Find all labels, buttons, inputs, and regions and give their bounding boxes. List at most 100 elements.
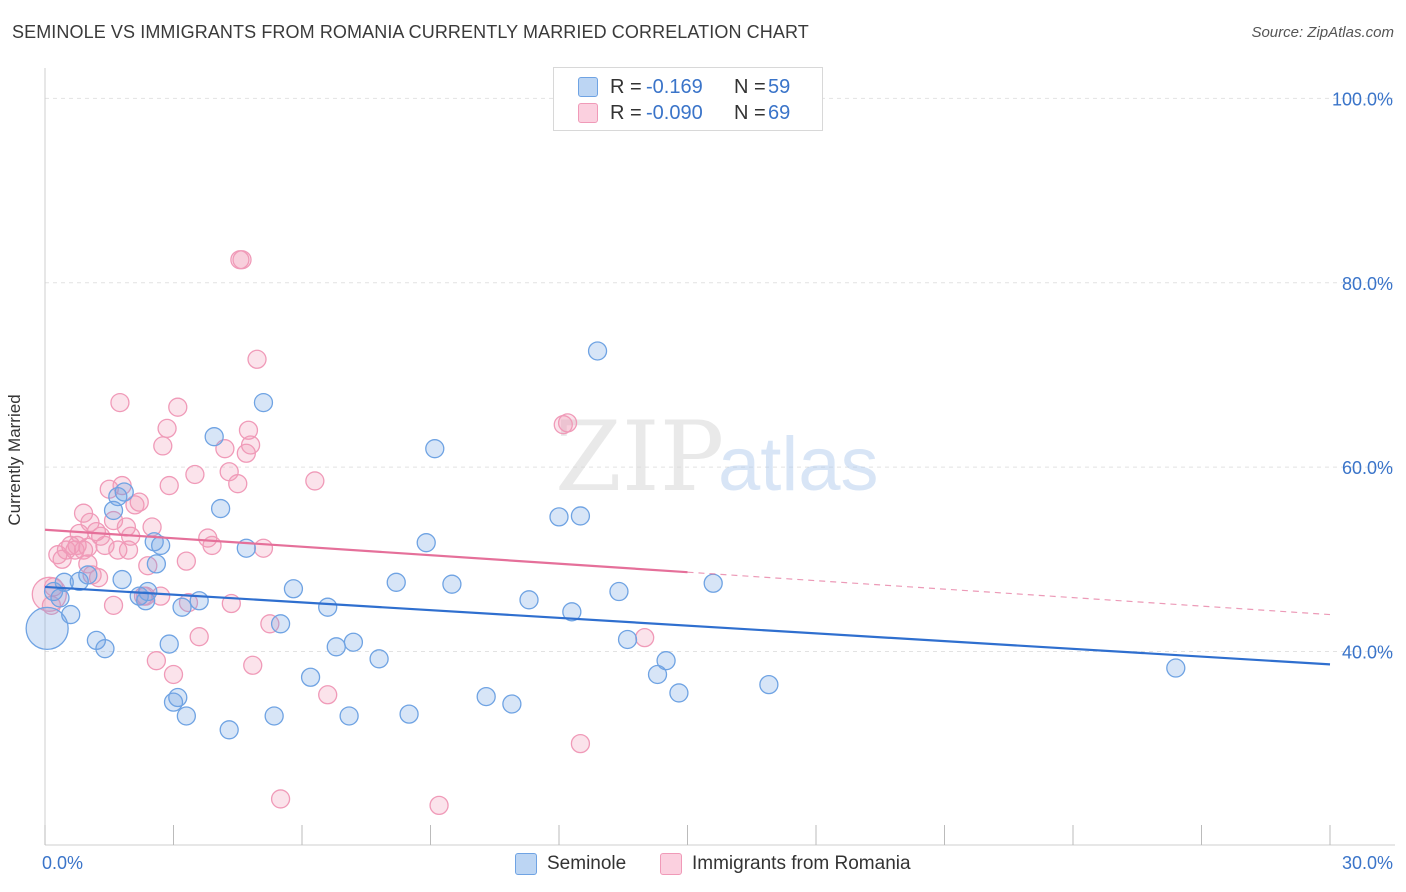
- seminole-point: [425, 439, 445, 459]
- y-tick-label: 100.0%: [1332, 89, 1393, 109]
- romania-point: [570, 733, 591, 754]
- seminole-point: [270, 614, 291, 634]
- seminole-point: [138, 581, 158, 602]
- romania-point: [228, 474, 248, 494]
- romania-point: [78, 537, 98, 557]
- romania-point: [240, 435, 261, 455]
- romania-point: [110, 392, 130, 413]
- romania-point: [176, 551, 197, 571]
- seminole-point: [386, 572, 406, 592]
- seminole-point: [159, 634, 179, 654]
- seminole-point: [339, 706, 359, 726]
- romania-point: [146, 651, 167, 671]
- romania-point: [429, 795, 449, 816]
- seminole-point: [176, 706, 197, 726]
- romania-r-value: -0.090: [646, 101, 703, 124]
- y-tick-label: 60.0%: [1342, 458, 1393, 478]
- romania-point: [168, 397, 188, 417]
- watermark: ZIP atlas: [555, 401, 879, 513]
- romania-point: [91, 526, 111, 546]
- romania-point: [159, 475, 179, 496]
- seminole-point: [114, 482, 134, 502]
- romania-point: [108, 540, 128, 560]
- romania-point: [318, 685, 338, 705]
- seminole-point: [219, 720, 239, 740]
- seminole-point: [25, 606, 69, 651]
- romania-point: [153, 436, 173, 456]
- romania-point: [305, 471, 325, 491]
- seminole-point: [399, 704, 419, 724]
- seminole-point: [570, 506, 591, 526]
- romania-n-value: 69: [768, 101, 791, 124]
- seminole-point: [150, 535, 171, 556]
- romania-point: [185, 464, 205, 485]
- romania-trend-line-dashed: [687, 571, 1331, 616]
- seminole-point: [343, 632, 364, 652]
- source-label: Source: ZipAtlas.com: [1251, 24, 1394, 41]
- bottom-legend-romania: Immigrants from Romania: [660, 852, 911, 876]
- seminole-point: [95, 639, 115, 659]
- seminole-legend-swatch: [515, 853, 537, 875]
- watermark-atlas: atlas: [718, 422, 879, 507]
- seminole-point: [253, 392, 274, 413]
- seminole-point: [549, 507, 569, 527]
- seminole-point: [1166, 658, 1186, 678]
- trend-lines: [44, 528, 1331, 666]
- romania-point: [215, 439, 235, 459]
- romania-point: [163, 664, 184, 685]
- romania-trend-line: [44, 528, 688, 574]
- seminole-point: [502, 694, 522, 714]
- seminole-point: [210, 498, 231, 519]
- seminole-point: [326, 637, 346, 657]
- seminole-point: [759, 674, 779, 695]
- seminole-point: [112, 569, 132, 590]
- seminole-r-value: -0.169: [646, 75, 703, 98]
- romania-point: [78, 554, 98, 574]
- seminole-point: [369, 649, 389, 669]
- seminole-point: [647, 664, 668, 685]
- seminole-trend-line: [44, 585, 1331, 666]
- romania-point: [253, 538, 274, 558]
- romania-point: [232, 250, 252, 270]
- r-label: R =: [610, 101, 642, 124]
- x-tick-label: 0.0%: [42, 853, 83, 873]
- seminole-point: [78, 565, 98, 585]
- seminole-swatch: [578, 77, 598, 97]
- seminole-point: [442, 574, 462, 594]
- seminole-point: [519, 590, 539, 610]
- seminole-point: [703, 573, 723, 593]
- y-axis-label: Currently Married: [5, 394, 24, 526]
- romania-point: [189, 627, 209, 647]
- seminole-point: [50, 588, 70, 608]
- romania-points: [31, 250, 655, 816]
- romania-point: [635, 627, 655, 648]
- seminole-point: [609, 581, 629, 602]
- romania-legend-label: Immigrants from Romania: [692, 853, 911, 874]
- romania-point: [157, 418, 177, 439]
- romania-point: [557, 413, 578, 433]
- seminole-point: [146, 554, 167, 574]
- seminole-point: [172, 597, 192, 617]
- seminole-point: [416, 533, 436, 553]
- romania-point: [103, 595, 124, 616]
- romania-point: [247, 349, 267, 369]
- seminole-n-value: 59: [768, 75, 791, 98]
- seminole-point: [264, 706, 284, 726]
- n-label: N =: [734, 101, 766, 124]
- chart-title: SEMINOLE VS IMMIGRANTS FROM ROMANIA CURR…: [12, 22, 809, 42]
- seminole-point: [656, 651, 676, 671]
- seminole-point: [617, 629, 638, 650]
- n-label: N =: [734, 75, 766, 98]
- stats-legend: R = -0.169 N = 59 R = -0.090 N = 69: [553, 67, 823, 131]
- bottom-legend-seminole: Seminole: [515, 852, 626, 876]
- romania-point: [238, 420, 259, 440]
- axes: [44, 68, 1395, 846]
- seminole-point: [300, 667, 321, 687]
- seminole-point: [587, 341, 608, 361]
- y-tick-label: 80.0%: [1342, 274, 1393, 294]
- romania-point: [202, 535, 222, 556]
- seminole-point: [283, 579, 304, 599]
- grid-lines: [45, 97, 1395, 652]
- seminole-point: [204, 427, 224, 447]
